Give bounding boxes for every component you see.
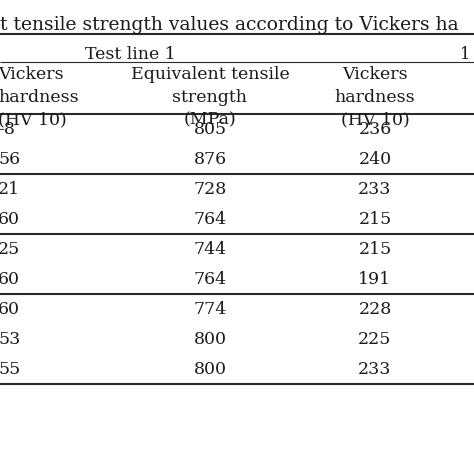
Text: 805: 805 — [193, 120, 227, 137]
Text: 21: 21 — [0, 181, 20, 198]
Text: 53: 53 — [0, 330, 20, 347]
Text: 60: 60 — [0, 210, 20, 228]
Text: 800: 800 — [193, 330, 227, 347]
Text: 60: 60 — [0, 271, 20, 288]
Text: Test line 1: Test line 1 — [85, 46, 176, 63]
Text: Vickers
hardness
(HV 10): Vickers hardness (HV 10) — [0, 66, 79, 129]
Text: Equivalent tensile
strength
(MPa): Equivalent tensile strength (MPa) — [131, 66, 289, 129]
Text: 800: 800 — [193, 361, 227, 377]
Text: 60: 60 — [0, 301, 20, 318]
Text: 215: 215 — [358, 210, 392, 228]
Text: 233: 233 — [358, 181, 392, 198]
Text: 25: 25 — [0, 240, 20, 257]
Text: 55: 55 — [0, 361, 20, 377]
Text: t tensile strength values according to Vickers ha: t tensile strength values according to V… — [0, 16, 459, 34]
Text: 191: 191 — [358, 271, 392, 288]
Text: 56: 56 — [0, 151, 20, 167]
Text: 236: 236 — [358, 120, 392, 137]
Text: 228: 228 — [358, 301, 392, 318]
Text: 240: 240 — [358, 151, 392, 167]
Text: 764: 764 — [193, 271, 227, 288]
Text: 1: 1 — [460, 46, 470, 63]
Text: -8: -8 — [0, 120, 15, 137]
Text: Vickers
hardness
(HV 10): Vickers hardness (HV 10) — [335, 66, 415, 129]
Text: 233: 233 — [358, 361, 392, 377]
Text: 774: 774 — [193, 301, 227, 318]
Text: 215: 215 — [358, 240, 392, 257]
Text: 764: 764 — [193, 210, 227, 228]
Text: 744: 744 — [193, 240, 227, 257]
Text: 728: 728 — [193, 181, 227, 198]
Text: 876: 876 — [193, 151, 227, 167]
Text: 225: 225 — [358, 330, 392, 347]
